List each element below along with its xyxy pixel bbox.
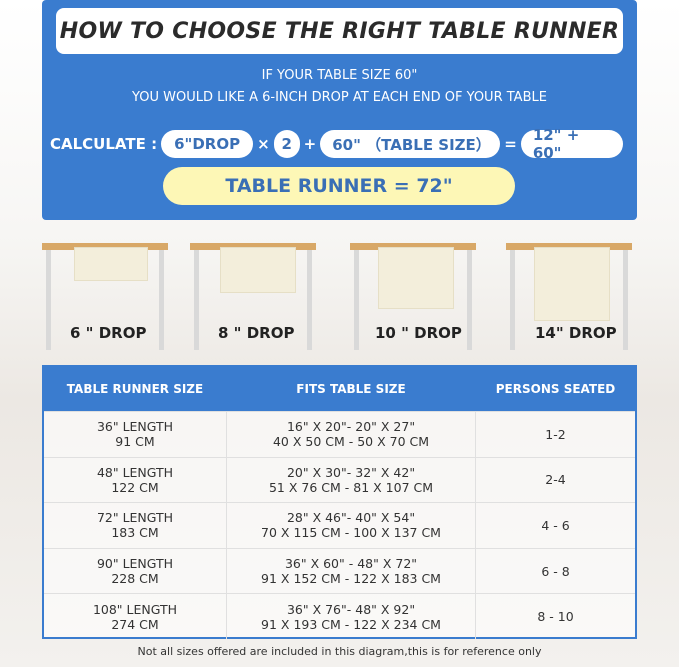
table-row: 72" LENGTH 183 CM 28" X 46"- 40" X 54" 70 … bbox=[44, 502, 635, 548]
size-cm: 228 CM bbox=[111, 571, 159, 587]
header-runner-size: TABLE RUNNER SIZE bbox=[66, 382, 204, 396]
table-illustration-6 bbox=[42, 243, 168, 353]
table-row: 48" LENGTH 122 CM 20" X 30"- 32" X 42" 51 … bbox=[44, 456, 635, 503]
fits-cm: 51 X 76 CM - 81 X 107 CM bbox=[268, 479, 434, 495]
table-row: 108" LENGTH 274 CM 36" X 76"- 48" X 92" 91… bbox=[44, 593, 635, 639]
fits-cell: 28" X 46"- 40" X 54" 70 X 115 CM - 100 X … bbox=[226, 503, 476, 548]
table-illustration-14 bbox=[506, 243, 632, 353]
drop-label: 6 " DROP bbox=[70, 324, 147, 342]
runner-size-cell: 36" LENGTH 91 CM bbox=[44, 419, 226, 449]
persons-cell: 8 - 10 bbox=[537, 609, 574, 625]
size-cm: 183 CM bbox=[111, 525, 159, 541]
header-fits: FITS TABLE SIZE bbox=[296, 382, 406, 396]
runner-size-cell: 72" LENGTH 183 CM bbox=[44, 510, 226, 540]
persons-cell: 4 - 6 bbox=[541, 517, 570, 533]
fits-cm: 40 X 50 CM - 50 X 70 CM bbox=[272, 434, 430, 450]
times-sign: × bbox=[257, 135, 270, 153]
fits-inches: 36" X 60" - 48" X 72" bbox=[284, 556, 418, 572]
subtitle-line1: IF YOUR TABLE SIZE 60" bbox=[261, 68, 418, 83]
drop-label: 10 " DROP bbox=[375, 324, 462, 342]
subtitle-line2: YOU WOULD LIKE A 6-INCH DROP AT EACH END… bbox=[132, 90, 547, 105]
runner-size-cell: 90" LENGTH 228 CM bbox=[44, 556, 226, 586]
drop-label: 8 " DROP bbox=[218, 324, 295, 342]
size-inches: 36" LENGTH bbox=[96, 419, 174, 435]
result-pill: TABLE RUNNER = 72" bbox=[163, 167, 515, 205]
footnote: Not all sizes offered are included in th… bbox=[137, 645, 542, 658]
size-inches: 90" LENGTH bbox=[96, 556, 174, 572]
calculation-panel: HOW TO CHOOSE THE RIGHT TABLE RUNNER IF … bbox=[42, 0, 637, 220]
fits-cell: 36" X 60" - 48" X 72" 91 X 152 CM - 122 X… bbox=[226, 548, 476, 594]
drop-label: 14" DROP bbox=[535, 324, 617, 342]
table-illustration-10 bbox=[350, 243, 476, 353]
persons-cell: 6 - 8 bbox=[541, 563, 570, 579]
table-row: 36" LENGTH 91 CM 16" X 20"- 20" X 27" 40 X… bbox=[44, 411, 635, 457]
fits-cm: 91 X 152 CM - 122 X 183 CM bbox=[261, 571, 441, 587]
size-inches: 108" LENGTH bbox=[92, 601, 178, 617]
multiplier-pill: 2 bbox=[273, 130, 300, 158]
page-title: HOW TO CHOOSE THE RIGHT TABLE RUNNER bbox=[56, 8, 623, 54]
calc-label: CALCULATE : bbox=[50, 135, 158, 153]
equals-sign: = bbox=[504, 135, 517, 153]
fits-inches: 28" X 46"- 40" X 54" bbox=[286, 510, 416, 526]
fits-inches: 16" X 20"- 20" X 27" bbox=[286, 419, 416, 435]
size-inches: 48" LENGTH bbox=[96, 464, 174, 480]
runner-size-cell: 108" LENGTH 274 CM bbox=[44, 602, 226, 632]
size-table: TABLE RUNNER SIZE FITS TABLE SIZE PERSON… bbox=[42, 365, 637, 639]
table-header: TABLE RUNNER SIZE FITS TABLE SIZE PERSON… bbox=[44, 367, 635, 411]
header-persons: PERSONS SEATED bbox=[495, 382, 616, 396]
fits-cell: 16" X 20"- 20" X 27" 40 X 50 CM - 50 X 70… bbox=[226, 412, 476, 457]
persons-cell: 1-2 bbox=[545, 426, 566, 442]
fits-inches: 36" X 76"- 48" X 92" bbox=[286, 601, 416, 617]
size-cm: 91 CM bbox=[115, 434, 155, 450]
size-inches: 72" LENGTH bbox=[96, 510, 174, 526]
runner-size-cell: 48" LENGTH 122 CM bbox=[44, 465, 226, 495]
plus-sign: + bbox=[303, 135, 317, 153]
sum-pill: 12" + 60" bbox=[520, 126, 623, 162]
calculation-row: CALCULATE : 6"DROP × 2 + 60" （TABLE SIZE… bbox=[50, 126, 623, 162]
size-cm: 274 CM bbox=[111, 616, 159, 632]
persons-cell: 2-4 bbox=[545, 472, 566, 488]
table-illustration-8 bbox=[190, 243, 316, 353]
fits-cell: 20" X 30"- 32" X 42" 51 X 76 CM - 81 X 10… bbox=[226, 457, 476, 503]
fits-cell: 36" X 76"- 48" X 92" 91 X 193 CM - 122 X … bbox=[226, 594, 476, 639]
fits-cm: 70 X 115 CM - 100 X 137 CM bbox=[261, 525, 441, 541]
fits-inches: 20" X 30"- 32" X 42" bbox=[286, 464, 416, 480]
size-cm: 122 CM bbox=[111, 479, 159, 495]
drop-pill: 6"DROP bbox=[161, 130, 254, 158]
table-row: 90" LENGTH 228 CM 36" X 60" - 48" X 72" 91… bbox=[44, 547, 635, 594]
fits-cm: 91 X 193 CM - 122 X 234 CM bbox=[261, 616, 441, 632]
table-size-pill: 60" （TABLE SIZE） bbox=[320, 130, 501, 158]
